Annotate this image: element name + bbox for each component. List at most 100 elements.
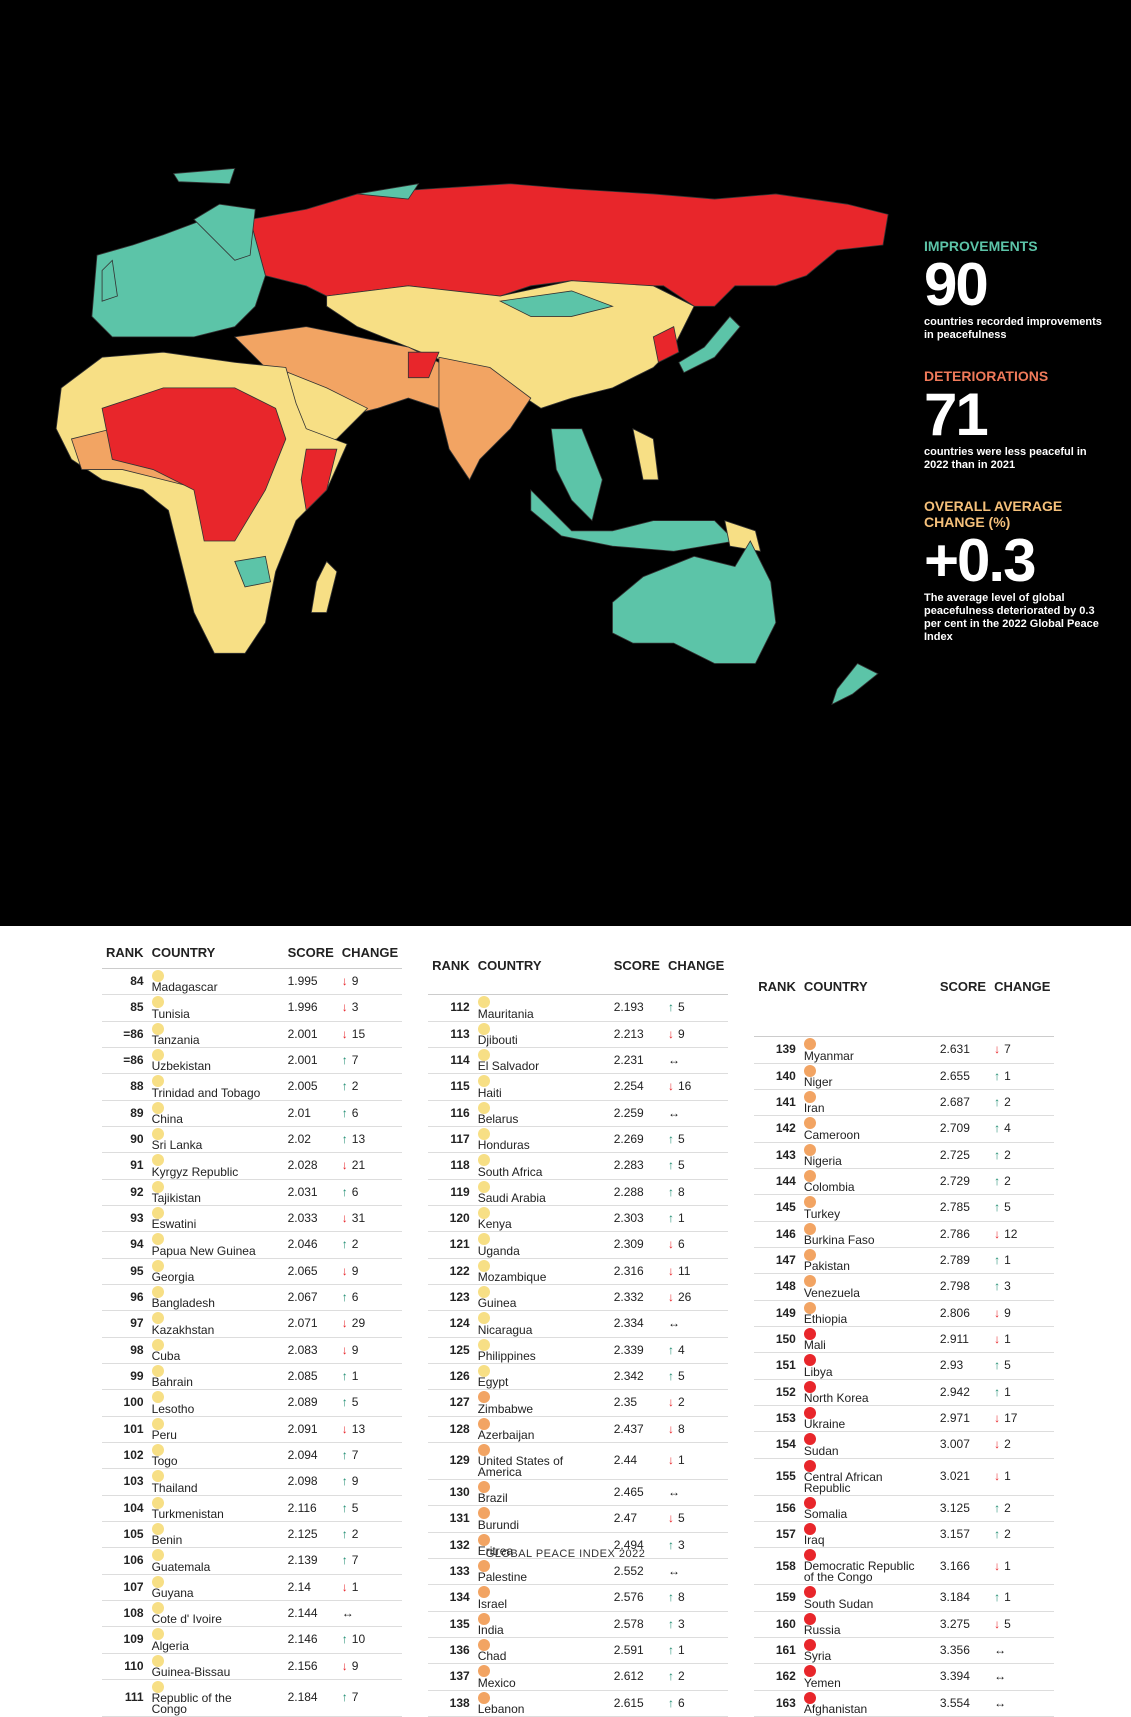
country-cell: Egypt [473,1363,610,1391]
tier-dot [477,1101,490,1114]
rank: 136 [428,1637,474,1665]
rank: 132 [428,1532,474,1559]
change: ↑ 2 [990,1089,1055,1117]
rank: 135 [428,1611,474,1638]
change-arrow: ↔ [667,1105,680,1120]
country-cell: Cameroon [799,1115,936,1143]
change: ↑ 5 [663,1126,729,1154]
change-value: 3 [677,1537,685,1552]
change-value: 8 [677,1184,685,1199]
tier-dot [803,1665,816,1678]
row: 94 Papua New Guinea 2.046 ↑ 2 [102,1231,403,1259]
change-value: 12 [1004,1226,1018,1241]
row: 114 El Salvador 2.231 ↔ [428,1047,729,1075]
tier-dot [803,1169,816,1182]
country-cell: Ethiopia [799,1300,936,1327]
country-cell: Kyrgyz Republic [147,1152,284,1180]
tier-dot [151,1101,164,1114]
score: 2.031 [283,1179,338,1206]
rank: 114 [428,1047,474,1075]
score: 3.157 [935,1521,991,1549]
change-value: 21 [351,1158,366,1173]
rank: 158 [754,1547,800,1586]
score: 2.028 [283,1152,338,1180]
change-value: 1 [1004,1384,1011,1399]
rank: 117 [428,1126,474,1154]
change-value: 2 [1004,1500,1011,1515]
change-arrow: ↓ [341,1342,348,1357]
stat: OVERALL AVERAGE CHANGE (%) +0.3 The averag… [924,498,1124,644]
change-arrow: ↓ [667,1511,674,1526]
change-value: 1 [677,1643,685,1658]
change-value: 1 [1004,1332,1011,1347]
tier-dot [151,1075,164,1088]
rank: 153 [754,1405,800,1433]
change: ↓ 26 [663,1284,729,1312]
stat-text: countries recorded improvements in peace… [924,316,1102,341]
change-arrow: ↓ [994,1558,1001,1573]
score: 2.725 [935,1142,991,1169]
column-header: SCORE [935,945,991,1038]
country-cell: Burkina Faso [799,1221,936,1248]
rank: 100 [102,1389,148,1417]
tier-dot [151,1443,164,1456]
change: ↑ 3 [663,1611,729,1638]
rank: 106 [102,1547,148,1575]
country: Zimbabwe [477,1401,534,1416]
score: 2.785 [935,1194,991,1222]
change-arrow: ↑ [667,1211,674,1226]
change-arrow: ↔ [994,1643,1007,1658]
rank: 108 [102,1600,148,1628]
country-cell: Mali [799,1326,936,1354]
country-cell: Yemen [799,1663,936,1691]
tier-dot [803,1406,816,1419]
change-value: 3 [351,1000,359,1015]
score: 2.552 [609,1558,664,1586]
country-cell: El Salvador [473,1047,610,1075]
change-arrow: ↑ [341,1290,348,1305]
tier-dot [803,1275,816,1288]
country: Turkmenistan [151,1506,224,1521]
country-cell: Saudi Arabia [473,1179,610,1206]
country: Uzbekistan [151,1059,211,1074]
change: ↓ 11 [663,1258,729,1285]
change: ↑ 7 [337,1047,403,1075]
country: Nicaragua [477,1322,533,1337]
change-value: 2 [1004,1095,1011,1110]
tier-dot [477,1285,490,1298]
change: ↓ 12 [990,1221,1055,1248]
change-arrow: ↑ [667,1669,674,1684]
country: Afghanistan [803,1701,868,1716]
country: Cameroon [803,1127,860,1142]
change-arrow: ↑ [341,1369,348,1384]
row: 113 Djibouti 2.213 ↓ 9 [428,1021,729,1048]
tier-dot [151,1628,164,1641]
rank: 104 [102,1495,148,1522]
country: China [151,1111,183,1126]
tier-dot [803,1433,816,1446]
change: ↑ 3 [990,1273,1055,1301]
tier-dot [803,1038,816,1051]
score: 2.789 [935,1247,991,1275]
row: 144 Colombia 2.729 ↑ 2 [754,1168,1055,1196]
row: 155 Central African Republic 3.021 ↓ 1 [754,1458,1055,1496]
row: 84 Madagascar 1.995 ↓ 9 [102,968,403,996]
score: 3.275 [935,1611,991,1638]
rank: 119 [428,1179,474,1206]
score: 3.184 [935,1584,991,1612]
change-arrow: ↔ [667,1485,680,1500]
country: Trinidad and Tobago [151,1085,261,1100]
country: South Sudan [803,1596,874,1611]
change-arrow: ↑ [994,1527,1001,1542]
row: 131 Burundi 2.47 ↓ 5 [428,1505,729,1533]
country: Pakistan [803,1259,850,1274]
score: 2.612 [609,1663,664,1691]
change: ↓ 2 [990,1431,1055,1459]
change: ↑ 2 [663,1663,729,1691]
rank: 154 [754,1431,800,1459]
change-arrow: ↓ [667,1395,674,1410]
country-cell: Turkmenistan [147,1495,284,1522]
country-cell: Democratic Republic of the Congo [799,1547,936,1586]
change-value: 15 [351,1026,366,1041]
rank: 142 [754,1115,800,1143]
